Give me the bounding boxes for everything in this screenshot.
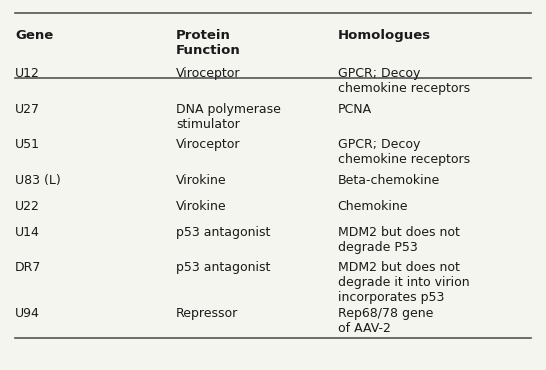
Text: U27: U27 [15,103,40,116]
Text: U94: U94 [15,306,40,320]
Text: Beta-chemokine: Beta-chemokine [337,174,440,187]
Text: Chemokine: Chemokine [337,200,408,213]
Text: U51: U51 [15,138,40,151]
Text: GPCR; Decoy
chemokine receptors: GPCR; Decoy chemokine receptors [337,138,470,166]
Text: Protein
Function: Protein Function [176,30,241,57]
Text: U12: U12 [15,67,40,80]
Text: DNA polymerase
stimulator: DNA polymerase stimulator [176,103,281,131]
Text: DR7: DR7 [15,261,41,274]
Text: U22: U22 [15,200,40,213]
Text: Virokine: Virokine [176,174,227,187]
Text: Virokine: Virokine [176,200,227,213]
Text: p53 antagonist: p53 antagonist [176,261,271,274]
Text: Homologues: Homologues [337,30,431,43]
Text: MDM2 but does not
degrade it into virion
incorporates p53: MDM2 but does not degrade it into virion… [337,261,469,304]
Text: Gene: Gene [15,30,53,43]
Text: U83 (L): U83 (L) [15,174,61,187]
Text: PCNA: PCNA [337,103,372,116]
Text: Viroceptor: Viroceptor [176,67,241,80]
Text: GPCR; Decoy
chemokine receptors: GPCR; Decoy chemokine receptors [337,67,470,95]
Text: Rep68/78 gene
of AAV-2: Rep68/78 gene of AAV-2 [337,306,433,334]
Text: MDM2 but does not
degrade P53: MDM2 but does not degrade P53 [337,226,459,254]
Text: Repressor: Repressor [176,306,239,320]
Text: U14: U14 [15,226,40,239]
Text: p53 antagonist: p53 antagonist [176,226,271,239]
Text: Viroceptor: Viroceptor [176,138,241,151]
